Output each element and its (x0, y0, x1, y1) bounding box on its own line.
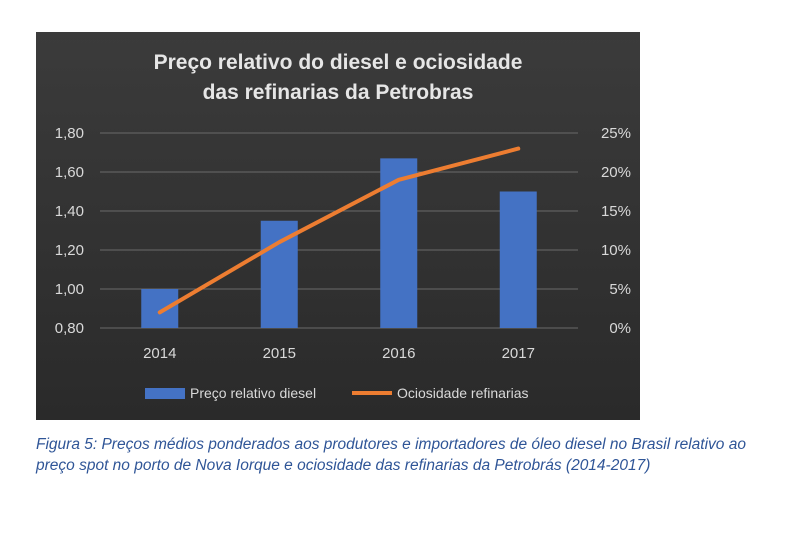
right-tick-label: 15% (601, 203, 631, 220)
bar (141, 289, 179, 328)
bar (380, 158, 418, 328)
category-label: 2017 (502, 345, 535, 362)
chart-title-line-2: das refinarias da Petrobras (203, 81, 474, 104)
legend-label-line: Ociosidade refinarias (397, 385, 529, 401)
series-line (157, 146, 521, 315)
left-tick-label: 0,80 (55, 320, 84, 337)
left-tick-label: 1,20 (55, 242, 84, 259)
category-label: 2015 (263, 345, 296, 362)
figure-caption: Figura 5: Preços médios ponderados aos p… (36, 436, 746, 474)
bar (260, 220, 298, 328)
chart: Preço relativo do diesel e ociosidade da… (36, 32, 640, 420)
left-tick-label: 1,80 (55, 125, 84, 142)
right-tick-label: 5% (609, 281, 631, 298)
category-label: 2014 (143, 345, 176, 362)
chart-background (36, 32, 640, 420)
legend-label-bar: Preço relativo diesel (190, 385, 316, 401)
legend-swatch-bar (145, 388, 185, 399)
category-label: 2016 (382, 345, 415, 362)
left-tick-label: 1,40 (55, 203, 84, 220)
left-tick-label: 1,00 (55, 281, 84, 298)
bar (499, 191, 537, 328)
right-tick-label: 20% (601, 164, 631, 181)
right-tick-label: 25% (601, 125, 631, 142)
right-tick-label: 10% (601, 242, 631, 259)
left-tick-label: 1,60 (55, 164, 84, 181)
chart-title-line-1: Preço relativo do diesel e ociosidade (154, 51, 523, 74)
right-tick-label: 0% (609, 320, 631, 337)
